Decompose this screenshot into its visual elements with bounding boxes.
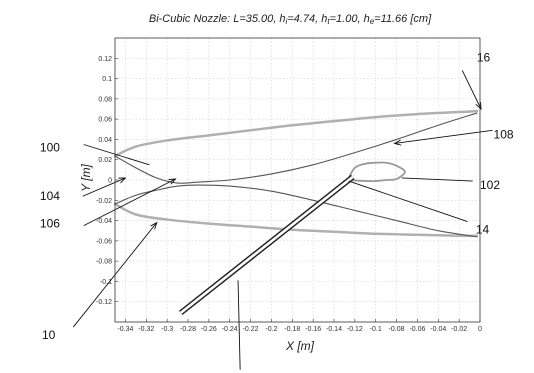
callout-arrowhead-106 — [168, 178, 177, 185]
title-mid-2: =1.00, h — [330, 13, 370, 25]
series-line-2 — [113, 202, 479, 238]
x-tick-label: -0.12 — [347, 326, 363, 333]
series-line-1 — [113, 109, 479, 158]
callout-arrowhead-104 — [118, 177, 127, 184]
chart-title: Bi-Cubic Nozzle: L=35.00, hi=4.74, ht=1.… — [149, 13, 432, 26]
y-tick-label: 0.06 — [98, 117, 112, 124]
x-tick-label: -0.08 — [389, 326, 405, 333]
callout-label-10: 10 — [42, 328, 56, 342]
x-axis-label: X [m] — [285, 339, 315, 353]
callout-leader-108 — [394, 129, 493, 144]
series-line-3 — [114, 112, 478, 184]
callout-leader-14 — [348, 180, 468, 223]
callout-leader-12 — [237, 280, 241, 370]
callout-label-14: 14 — [476, 223, 490, 237]
y-tick-label: 0.08 — [98, 96, 112, 103]
callout-label-102: 102 — [480, 178, 500, 192]
x-tick-label: -0.32 — [138, 326, 154, 333]
callout-leader-102 — [401, 177, 473, 182]
x-tick-label: -0.22 — [243, 326, 259, 333]
callout-arrowhead-108 — [393, 139, 402, 146]
y-tick-label: 0 — [108, 178, 112, 185]
callout-arrowhead-10 — [150, 221, 158, 230]
x-tick-label: -0.02 — [451, 326, 467, 333]
x-tick-label: -0.16 — [305, 326, 321, 333]
x-tick-label: -0.34 — [117, 326, 133, 333]
x-tick-label: -0.24 — [222, 326, 238, 333]
callout-label-106: 106 — [40, 217, 60, 231]
x-tick-label: -0.2 — [265, 326, 277, 333]
title-sub-i: i — [286, 17, 288, 26]
lens-outline — [346, 161, 406, 183]
callout-leader-100 — [83, 144, 150, 166]
x-tick-label: -0.28 — [180, 326, 196, 333]
x-tick-label: 0 — [478, 326, 482, 333]
y-tick-label: -0.1 — [100, 279, 112, 286]
x-tick-label: -0.06 — [409, 326, 425, 333]
series-line-4 — [114, 184, 478, 238]
series — [113, 109, 479, 316]
y-tick-label: -0.04 — [96, 218, 112, 225]
x-tick-label: -0.3 — [161, 326, 173, 333]
callout-arrowhead-16 — [475, 101, 482, 111]
x-tick-label: -0.1 — [370, 326, 382, 333]
y-axis-label: Y [m] — [79, 163, 93, 191]
callout-label-16: 16 — [477, 50, 491, 64]
callout-leader-104 — [82, 177, 126, 197]
title-mid-1: =4.74, h — [287, 13, 327, 25]
title-suffix: =11.66 [cm] — [374, 13, 432, 25]
callout-label-104: 104 — [40, 189, 60, 203]
y-tick-label: 0.12 — [98, 56, 112, 63]
y-tick-label: -0.08 — [96, 259, 112, 266]
axis-ticks: -0.34 -0.32 -0.3 -0.28 -0.26 -0.24 -0.22 -0.2 -0… — [96, 56, 482, 333]
y-tick-label: 0.02 — [98, 157, 112, 164]
title-sub-t: t — [327, 17, 330, 26]
callout-leader-106 — [83, 178, 176, 227]
x-tick-label: -0.04 — [430, 326, 446, 333]
x-tick-label: -0.18 — [284, 326, 300, 333]
y-tick-label: 0.1 — [102, 76, 112, 83]
title-sub-e: e — [370, 17, 375, 26]
callout-leader-16 — [461, 70, 482, 110]
callout-label-100: 100 — [40, 141, 60, 155]
x-tick-label: -0.26 — [201, 326, 217, 333]
x-tick-label: -0.14 — [326, 326, 342, 333]
title-prefix: Bi-Cubic Nozzle: L=35.00, h — [149, 13, 286, 25]
callout-label-108: 108 — [494, 127, 514, 141]
callouts: 16108100104106101021412 — [40, 50, 514, 370]
rod-core — [179, 175, 354, 314]
y-tick-label: -0.02 — [96, 198, 112, 205]
y-tick-label: -0.06 — [96, 238, 112, 245]
y-tick-label: 0.04 — [98, 137, 112, 144]
y-tick-label: -0.12 — [96, 299, 112, 306]
plot-frame — [114, 37, 481, 323]
